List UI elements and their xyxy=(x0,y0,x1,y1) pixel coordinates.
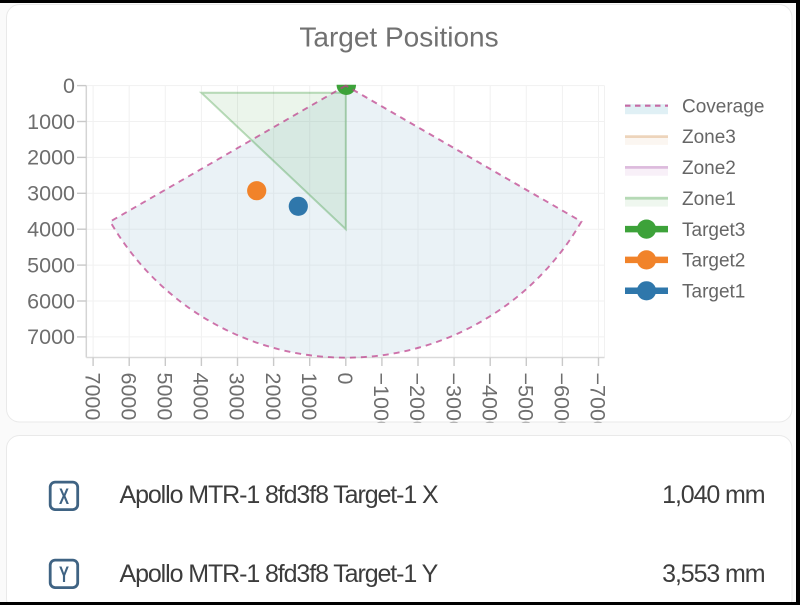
svg-text:−3000: −3000 xyxy=(441,373,465,433)
svg-text:Apollo MTR-1 8fd3f8 Target-1 Y: Apollo MTR-1 8fd3f8 Target-1 Y xyxy=(120,560,439,588)
svg-text:Target3: Target3 xyxy=(682,220,745,241)
svg-text:Target2: Target2 xyxy=(682,251,745,272)
svg-text:1,040 mm: 1,040 mm xyxy=(662,481,765,509)
svg-text:7000: 7000 xyxy=(80,373,104,421)
svg-text:2000: 2000 xyxy=(27,146,75,170)
svg-text:0: 0 xyxy=(333,373,357,385)
svg-text:X: X xyxy=(59,484,69,509)
svg-text:2000: 2000 xyxy=(261,373,285,421)
svg-text:0: 0 xyxy=(63,74,75,98)
svg-text:6000: 6000 xyxy=(27,289,75,313)
svg-text:3,553 mm: 3,553 mm xyxy=(662,560,765,588)
svg-text:1000: 1000 xyxy=(27,110,75,134)
svg-text:−1000: −1000 xyxy=(369,373,393,433)
svg-text:Target1: Target1 xyxy=(682,282,745,303)
svg-text:3000: 3000 xyxy=(27,182,75,206)
svg-text:4000: 4000 xyxy=(27,218,75,242)
svg-text:−4000: −4000 xyxy=(477,373,501,433)
svg-text:Zone2: Zone2 xyxy=(682,158,736,179)
svg-text:5000: 5000 xyxy=(153,373,177,421)
svg-text:−2000: −2000 xyxy=(405,373,429,433)
svg-text:Zone1: Zone1 xyxy=(682,189,736,210)
svg-text:5000: 5000 xyxy=(27,253,75,277)
svg-text:7000: 7000 xyxy=(27,325,75,349)
svg-text:−6000: −6000 xyxy=(550,373,574,433)
svg-text:3000: 3000 xyxy=(225,373,249,421)
svg-text:Y: Y xyxy=(59,562,69,587)
svg-text:4000: 4000 xyxy=(189,373,213,421)
svg-text:6000: 6000 xyxy=(116,373,140,421)
svg-text:−7000: −7000 xyxy=(586,373,610,433)
svg-text:1000: 1000 xyxy=(297,373,321,421)
svg-text:Apollo MTR-1 8fd3f8 Target-1 X: Apollo MTR-1 8fd3f8 Target-1 X xyxy=(120,481,440,509)
svg-text:Target Positions: Target Positions xyxy=(299,22,498,53)
svg-text:−5000: −5000 xyxy=(514,373,538,433)
svg-text:Zone3: Zone3 xyxy=(682,127,736,148)
svg-text:Coverage: Coverage xyxy=(682,96,764,117)
